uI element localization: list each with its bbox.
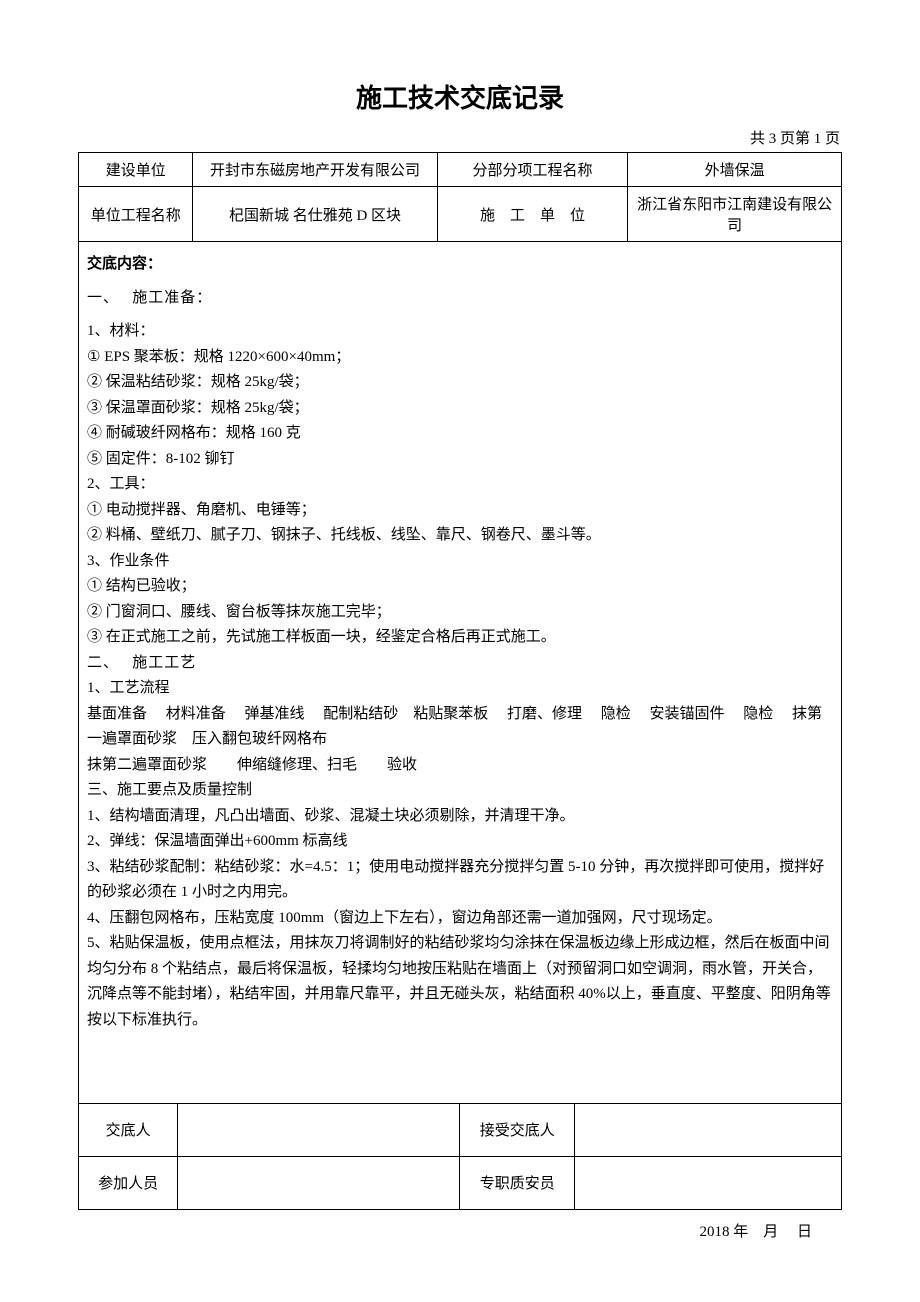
point-5: 5、粘贴保温板，使用点框法，用抹灰刀将调制好的粘结砂浆均匀涂抹在保温板边缘上形成… (87, 931, 833, 1033)
label-qa-officer: 专职质安员 (460, 1156, 574, 1209)
condition-1: ① 结构已验收； (87, 574, 833, 600)
value-construction-company: 浙江省东阳市江南建设有限公司 (628, 187, 842, 242)
content-heading: 交底内容： (87, 252, 833, 278)
condition-3: ③ 在正式施工之前，先试施工样板面一块，经鉴定合格后再正式施工。 (87, 625, 833, 651)
process-line-2: 抹第二遍罩面砂浆 伸缩缝修理、扫毛 验收 (87, 753, 833, 779)
point-3: 3、粘结砂浆配制：粘结砂浆：水=4.5：1；使用电动搅拌器充分搅拌匀置 5-10… (87, 855, 833, 906)
point-4: 4、压翻包网格布，压粘宽度 100mm（窗边上下左右），窗边角部还需一道加强网，… (87, 906, 833, 932)
material-3: ③ 保温罩面砂浆：规格 25kg/袋； (87, 396, 833, 422)
label-discloser: 交底人 (79, 1103, 178, 1156)
value-participants (178, 1156, 460, 1209)
material-1: ① EPS 聚苯板：规格 1220×600×40mm； (87, 345, 833, 371)
section-3-title: 三、施工要点及质量控制 (87, 778, 833, 804)
material-5: ⑤ 固定件：8-102 铆钉 (87, 447, 833, 473)
conditions-title: 3、作业条件 (87, 549, 833, 575)
value-subproject-name: 外墙保温 (628, 153, 842, 187)
signature-table: 交底人 接受交底人 参加人员 专职质安员 (78, 1103, 842, 1210)
main-table: 建设单位 开封市东磁房地产开发有限公司 分部分项工程名称 外墙保温 单位工程名称… (78, 152, 842, 1104)
material-2: ② 保温粘结砂浆：规格 25kg/袋； (87, 370, 833, 396)
label-construction-unit: 建设单位 (79, 153, 193, 187)
value-discloser (178, 1103, 460, 1156)
section-2-title: 二、 施工工艺 (87, 651, 833, 677)
tool-2: ② 料桶、壁纸刀、腻子刀、钢抹子、托线板、线坠、靠尺、钢卷尺、墨斗等。 (87, 523, 833, 549)
label-unit-project-name: 单位工程名称 (79, 187, 193, 242)
value-construction-unit: 开封市东磁房地产开发有限公司 (193, 153, 437, 187)
tools-title: 2、工具： (87, 472, 833, 498)
value-receiver (574, 1103, 841, 1156)
value-qa-officer (574, 1156, 841, 1209)
condition-2: ② 门窗洞口、腰线、窗台板等抹灰施工完毕； (87, 600, 833, 626)
content-cell: 交底内容： 一、 施工准备： 1、材料： ① EPS 聚苯板：规格 1220×6… (79, 242, 842, 1104)
material-4: ④ 耐碱玻纤网格布：规格 160 克 (87, 421, 833, 447)
point-1: 1、结构墙面清理，凡凸出墙面、砂浆、混凝土块必须剔除，并清理干净。 (87, 804, 833, 830)
point-2: 2、弹线：保温墙面弹出+600mm 标高线 (87, 829, 833, 855)
process-line-1: 基面准备 材料准备 弹基准线 配制粘结砂 粘贴聚苯板 打磨、修理 隐检 安装锚固… (87, 702, 833, 753)
value-unit-project-name: 杞国新城 名仕雅苑 D 区块 (193, 187, 437, 242)
materials-title: 1、材料： (87, 319, 833, 345)
process-title: 1、工艺流程 (87, 676, 833, 702)
document-title: 施工技术交底记录 (78, 78, 842, 115)
label-receiver: 接受交底人 (460, 1103, 574, 1156)
label-participants: 参加人员 (79, 1156, 178, 1209)
section-1-title: 一、 施工准备： (87, 286, 833, 312)
tool-1: ① 电动搅拌器、角磨机、电锤等； (87, 498, 833, 524)
footer-date: 2018 年 月 日 (78, 1220, 842, 1241)
label-subproject-name: 分部分项工程名称 (437, 153, 628, 187)
page-indicator: 共 3 页第 1 页 (78, 127, 842, 148)
label-construction-company: 施 工 单 位 (437, 187, 628, 242)
